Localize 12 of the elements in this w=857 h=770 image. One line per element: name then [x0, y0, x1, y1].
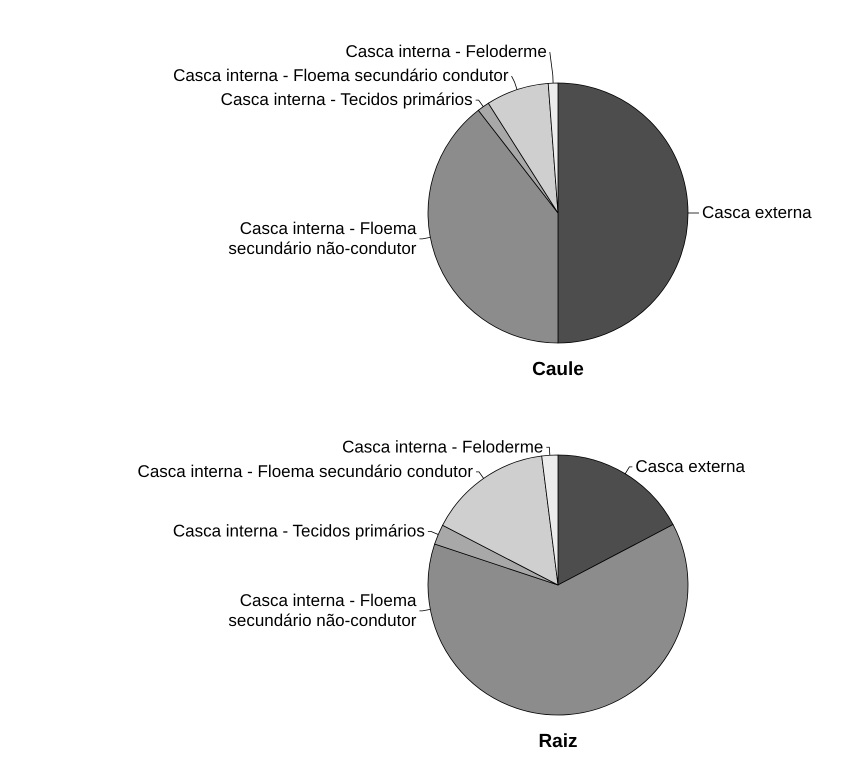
slice-label: Casca interna - Feloderme [346, 42, 547, 62]
slice-label: Casca externa [635, 456, 746, 476]
slice-label: Casca interna - Floema secundário não-condutor [228, 218, 417, 258]
slice-label: Casca interna - Floema secundário condutor [173, 66, 509, 86]
text: Raiz [538, 731, 578, 752]
slice-label: Casca interna - Floema secundário condutor [138, 462, 474, 481]
text: Caule [532, 359, 584, 380]
slice-label: Casca externa [702, 203, 812, 222]
slice-label: Casca interna - Feloderme [342, 437, 544, 456]
slice-label: Casca interna - Tecidos primários [220, 90, 473, 110]
slice-label: Casca interna - Tecidos primários [172, 521, 425, 540]
slice-label: Casca interna - Floema secundário não-condutor [228, 590, 417, 630]
